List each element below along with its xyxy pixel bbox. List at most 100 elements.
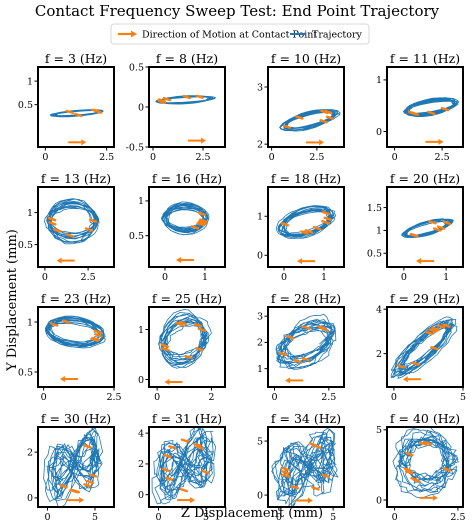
x-tick-label: 0 [276, 512, 282, 523]
direction-marker [190, 225, 200, 230]
x-tick-label: 0 [42, 272, 48, 283]
x-tick-label: 2 [208, 392, 214, 403]
axes-frame [148, 66, 226, 148]
subplot-title: f = 29 (Hz) [390, 291, 460, 306]
direction-marker [405, 451, 414, 457]
plot-area [401, 218, 454, 238]
direction-marker [94, 333, 103, 338]
direction-marker [440, 106, 450, 112]
subplot-panel: f = 16 (Hz) 0 1 0.5 1 [129, 171, 226, 283]
direction-marker [295, 115, 304, 120]
arrow-right-icon [306, 139, 325, 146]
direction-marker [432, 227, 442, 232]
y-tick-label: 4 [138, 428, 144, 439]
direction-marker [93, 109, 103, 114]
y-tick-label: 1 [376, 226, 382, 237]
direction-marker [61, 319, 71, 324]
y-tick-label: 0 [257, 490, 263, 501]
arrow-right-icon [419, 494, 438, 501]
direction-marker [161, 467, 171, 473]
axes-frame [386, 306, 464, 388]
direction-marker [411, 361, 420, 366]
direction-marker [278, 351, 288, 357]
y-tick-label: 0 [138, 375, 144, 386]
subplot-panel: f = 23 (Hz) 0 2.5 0.5 1 [18, 291, 122, 403]
direction-marker [280, 222, 290, 227]
plot-area [155, 94, 216, 105]
plot-area [44, 315, 106, 349]
direction-marker [286, 335, 295, 340]
arrow-right-icon [68, 139, 87, 146]
subplot-title: f = 18 (Hz) [271, 171, 341, 186]
y-tick-label: 0.5 [367, 249, 382, 260]
direction-marker [300, 230, 309, 235]
x-tick-label: 0 [281, 272, 287, 283]
y-tick-label: 0.5 [18, 100, 33, 111]
direction-marker [179, 487, 188, 493]
axes-frame [37, 426, 115, 508]
subplot-panel: f = 13 (Hz) 0 2.5 0.5 1 [18, 171, 115, 283]
subplot-grid: f = 3 (Hz) 0 2.5 0.5 1 f = 8 (Hz) 0 2.5 -0.5 0 0.5… [18, 51, 466, 523]
y-tick-label: 1 [138, 196, 144, 207]
x-tick-label: 1 [443, 272, 449, 283]
y-tick-label: 0.5 [18, 240, 33, 251]
direction-marker [65, 109, 74, 115]
direction-marker [182, 94, 191, 100]
x-tick-label: 0 [162, 272, 168, 283]
direction-marker [178, 320, 187, 326]
y-tick-label: 4 [376, 305, 382, 316]
subplot-title: f = 23 (Hz) [41, 291, 111, 306]
y-tick-label: -0.5 [126, 142, 144, 153]
plot-area [43, 427, 103, 507]
direction-marker [436, 324, 445, 329]
x-tick-label: 0 [401, 272, 407, 283]
direction-marker [157, 98, 167, 103]
x-tick-label: 2.5 [81, 272, 96, 283]
x-tick-label: 5 [330, 512, 336, 523]
direction-marker [404, 470, 414, 475]
direction-marker [65, 233, 75, 238]
direction-marker [180, 438, 190, 443]
x-tick-label: 0 [271, 392, 277, 403]
subplot-panel: f = 31 (Hz) 0 5 0 2 4 [138, 411, 226, 523]
plot-area [151, 427, 216, 505]
subplot-title: f = 20 (Hz) [390, 171, 460, 186]
y-tick-label: 0 [376, 495, 382, 506]
x-tick-label: 2.5 [435, 152, 450, 163]
trajectory-line [43, 427, 103, 507]
direction-marker [301, 356, 310, 362]
direction-marker [410, 232, 419, 238]
trajectory-line [402, 97, 459, 117]
y-tick-label: 1 [138, 325, 144, 336]
arrow-right-icon [425, 138, 444, 145]
direction-marker [293, 358, 302, 364]
subplot-title: f = 31 (Hz) [152, 411, 222, 426]
direction-marker [50, 322, 59, 327]
direction-marker [59, 484, 68, 489]
x-tick-label: 2.5 [195, 152, 210, 163]
x-tick-label: 0 [392, 512, 398, 523]
direction-marker [168, 445, 177, 450]
y-tick-label: 1 [27, 317, 33, 328]
arrow-left-icon [164, 379, 183, 385]
subplot-panel: f = 20 (Hz) 0 1 0.5 1 1.5 [367, 171, 464, 283]
x-tick-label: 5 [460, 392, 466, 403]
direction-marker [47, 216, 57, 222]
y-tick-label: 0 [138, 490, 144, 501]
y-tick-label: 3 [257, 82, 263, 93]
direction-marker [193, 442, 202, 448]
subplot-title: f = 28 (Hz) [271, 291, 341, 306]
subplot-panel: f = 30 (Hz) 0 5 0 2 [27, 411, 115, 523]
subplot-title: f = 16 (Hz) [152, 171, 222, 186]
direction-marker [163, 453, 172, 459]
y-tick-label: 0 [27, 493, 33, 504]
y-tick-label: 2 [376, 349, 382, 360]
direction-marker [442, 467, 452, 472]
plot-area [279, 109, 341, 132]
arrow-left-icon [297, 258, 315, 265]
axes-frame [37, 186, 115, 268]
y-tick-label: 1 [27, 76, 33, 87]
arrow-left-icon [176, 257, 194, 264]
direction-marker [321, 473, 330, 479]
direction-marker [282, 473, 291, 478]
